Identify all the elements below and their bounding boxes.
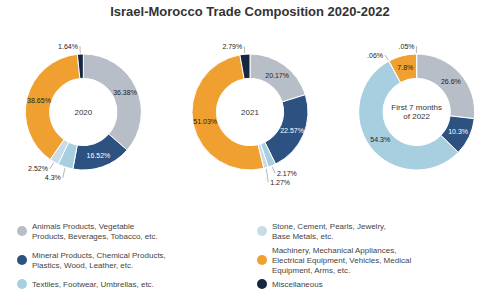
leader-line [272, 167, 275, 173]
legend-label-line: Animals Products, Vegetable [32, 222, 135, 231]
center-label-line: of 2022 [403, 112, 430, 121]
slices [25, 54, 141, 170]
center-label-line: 2020 [74, 108, 92, 117]
leader-line [266, 169, 268, 182]
legend-label-line: Base Metals, etc. [272, 232, 333, 241]
data-label: 26.6% [441, 78, 461, 85]
center-label-line: 2021 [241, 108, 259, 117]
legend-item: Stone, Cement, Pearls, Jewelry,Base Meta… [257, 222, 386, 241]
legend-item: Animals Products, VegetableProducts, Bev… [17, 222, 158, 241]
data-label: 10.3% [448, 128, 468, 135]
legend-label-line: Mineral Products, Chemical Products, [32, 251, 166, 260]
data-label: 4.3% [45, 174, 61, 181]
data-label: 2.52% [28, 165, 48, 172]
donut: First 7 monthsof 2022 26.6% 10.3% 54.3% .06%… [359, 43, 475, 170]
legend-label: Animals Products, VegetableProducts, Bev… [32, 222, 158, 241]
data-label: 1.64% [58, 43, 78, 50]
legend-item: Textiles, Footwear, Umbrellas, etc. [17, 279, 154, 289]
data-label: 38.65% [27, 97, 51, 104]
legend-swatch [17, 255, 27, 265]
data-label: .05% [399, 43, 415, 50]
slice [240, 54, 250, 79]
legend-label-line: Miscellaneous [272, 280, 323, 289]
data-label: 36.38% [113, 89, 137, 96]
chart-title: Israel-Morocco Trade Composition 2020-20… [110, 4, 390, 19]
chart-root: Israel-Morocco Trade Composition 2020-20… [0, 0, 500, 295]
slice [73, 134, 127, 170]
center-label: 2020 [74, 108, 92, 117]
data-labels: 20.17% 22.57% 2.17% 1.27% 51.03% 2.79% [193, 43, 304, 186]
legend-label: Machinery, Mechanical Appliances,Electri… [272, 246, 411, 275]
data-labels: 26.6% 10.3% 54.3% .06% 7.8% .05% [367, 43, 468, 144]
legend-swatch [257, 255, 267, 265]
legend-label: Textiles, Footwear, Umbrellas, etc. [32, 280, 154, 289]
slice [192, 55, 264, 170]
legend-item: Mineral Products, Chemical Products,Plas… [17, 251, 166, 270]
data-label: 22.57% [280, 127, 304, 134]
data-label: 2.17% [277, 170, 297, 177]
legend-swatch [257, 226, 267, 236]
leader-line [244, 46, 246, 53]
center-label: First 7 monthsof 2022 [391, 103, 442, 122]
data-label: 20.17% [265, 72, 289, 79]
data-label: 2.79% [222, 43, 242, 50]
slice [416, 54, 417, 78]
slice [265, 95, 308, 164]
legend-label-line: Electrical Equipment, Vehicles, Medical [272, 256, 411, 265]
leader-line [63, 168, 65, 178]
legend-swatch [257, 279, 267, 289]
slice [389, 54, 417, 82]
legend: Animals Products, VegetableProducts, Bev… [17, 222, 411, 290]
center-label: 2021 [241, 108, 259, 117]
legend-label-line: Products, Beverages, Tobacco, etc. [32, 232, 158, 241]
data-label: 1.27% [270, 179, 290, 186]
legend-label-line: Equipment, Arms, etc. [272, 266, 350, 275]
legend-label-line: Plastics, Wood, Leather, etc. [32, 261, 133, 270]
center-label-line: First 7 months [391, 103, 442, 112]
donut: 2021 20.17% 22.57% 2.17% 1.27% 51.03% 2.79% [192, 43, 308, 186]
slices [192, 54, 308, 170]
legend-label-line: Textiles, Footwear, Umbrellas, etc. [32, 280, 154, 289]
leader-line [50, 163, 54, 169]
data-label: 54.3% [370, 136, 390, 143]
data-label: 7.8% [397, 64, 413, 71]
donut: 2020 36.38% 16.52% 4.3% 2.52% 38.65% 1.64% [25, 43, 141, 182]
data-label: 16.52% [87, 152, 111, 159]
slice [77, 54, 83, 79]
legend-item: Miscellaneous [257, 279, 323, 289]
legend-label-line: Stone, Cement, Pearls, Jewelry, [272, 222, 386, 231]
legend-label: Miscellaneous [272, 280, 323, 289]
slice [83, 54, 141, 150]
data-label: 51.03% [193, 118, 217, 125]
leader-line [79, 46, 80, 53]
legend-label: Mineral Products, Chemical Products,Plas… [32, 251, 166, 270]
data-labels: 36.38% 16.52% 4.3% 2.52% 38.65% 1.64% [27, 43, 137, 182]
legend-label-line: Machinery, Mechanical Appliances, [272, 246, 396, 255]
legend-item: Machinery, Mechanical Appliances,Electri… [257, 246, 411, 275]
legend-swatch [17, 226, 27, 236]
slice [25, 54, 80, 159]
legend-label: Stone, Cement, Pearls, Jewelry,Base Meta… [272, 222, 386, 241]
legend-swatch [17, 279, 27, 289]
slices [359, 54, 475, 170]
leader-line [416, 46, 417, 53]
slice [250, 54, 305, 102]
data-label: .06% [367, 52, 383, 59]
leader-line [385, 55, 388, 60]
